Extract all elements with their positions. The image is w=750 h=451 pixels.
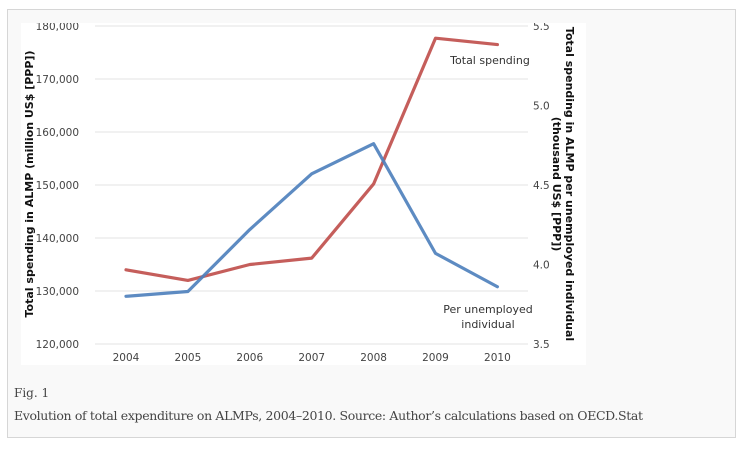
x-tick-label: 2009 xyxy=(422,352,449,364)
annotation-individual: individual xyxy=(461,318,514,331)
x-axis-ticks: 2004 2005 2006 2007 2008 2009 2010 xyxy=(113,352,511,364)
annotation-per-unemployed: Per unemployed xyxy=(443,303,532,316)
gridlines xyxy=(95,25,528,345)
y-tick-label-right: 5.0 xyxy=(533,101,550,113)
y-tick-label-right: 5.5 xyxy=(533,23,550,33)
annotation-total-spending: Total spending xyxy=(449,54,530,67)
series-lines xyxy=(124,36,499,298)
y-tick-label-left: 180,000 xyxy=(36,23,79,33)
y-tick-label-left: 170,000 xyxy=(36,74,79,86)
x-tick-label: 2005 xyxy=(175,352,202,364)
series-line-per-unemployed xyxy=(124,142,499,298)
x-tick-label: 2008 xyxy=(360,352,387,364)
y-tick-label-left: 120,000 xyxy=(36,339,79,351)
x-tick-label: 2006 xyxy=(236,352,263,364)
y-tick-label-right: 4.0 xyxy=(533,260,550,272)
y-axis-right-title-line2: (thousand US$ [PPP]) xyxy=(550,117,563,252)
y-tick-label-left: 150,000 xyxy=(36,180,79,192)
line-chart: 120,000 130,000 140,000 150,000 160,000 170,0… xyxy=(23,23,576,364)
y-tick-label-right: 4.5 xyxy=(533,180,550,192)
y-axis-left-ticks: 120,000 130,000 140,000 150,000 160,000 170,0… xyxy=(36,23,79,351)
y-axis-left-title: Total spending in ALMP (million US$ [PPP… xyxy=(23,51,36,318)
y-tick-label-right: 3.5 xyxy=(533,339,550,351)
x-tick-label: 2007 xyxy=(298,352,325,364)
y-axis-right-title-line1: Total spending in ALMP per unemployed in… xyxy=(563,27,576,341)
y-tick-label-left: 160,000 xyxy=(36,127,79,139)
y-tick-label-left: 140,000 xyxy=(36,233,79,245)
figure-label: Fig. 1 xyxy=(14,386,50,400)
y-axis-right-ticks: 3.5 4.0 4.5 5.0 5.5 xyxy=(533,23,550,351)
figure-caption: Evolution of total expenditure on ALMPs,… xyxy=(14,408,643,423)
x-tick-label: 2004 xyxy=(113,352,140,364)
chart-image: 120,000 130,000 140,000 150,000 160,000 170,0… xyxy=(21,23,586,365)
series-line-total-spending xyxy=(124,36,499,282)
x-tick-label: 2010 xyxy=(484,352,511,364)
figure-panel: 120,000 130,000 140,000 150,000 160,000 170,0… xyxy=(7,9,736,438)
y-tick-label-left: 130,000 xyxy=(36,286,79,298)
